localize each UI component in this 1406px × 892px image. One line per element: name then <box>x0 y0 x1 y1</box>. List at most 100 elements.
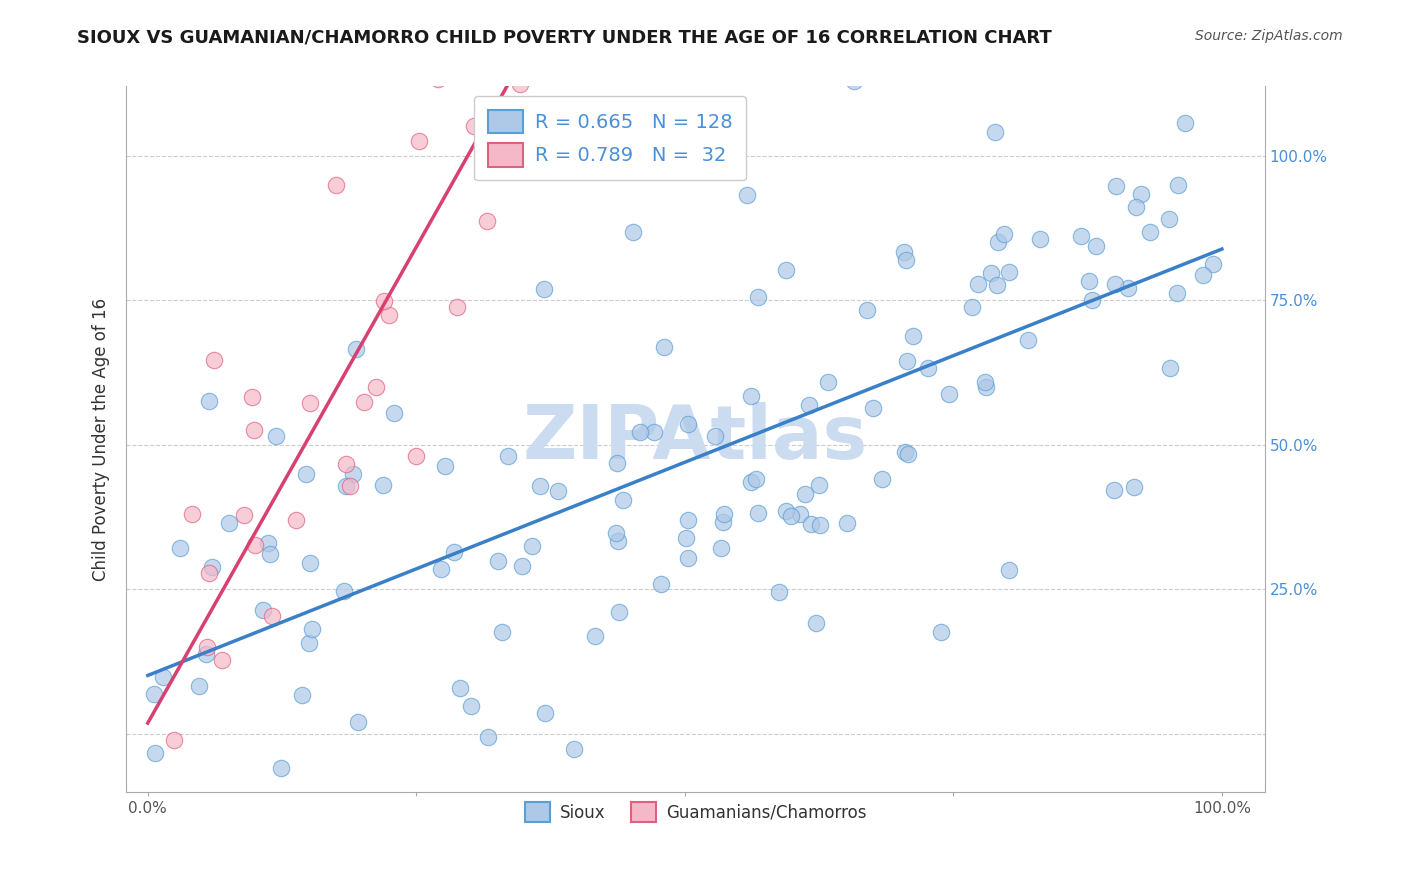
Point <box>842 74 865 88</box>
Point <box>862 401 884 415</box>
Point <box>163 732 186 747</box>
Point <box>652 340 675 354</box>
Point <box>427 72 450 87</box>
Point <box>198 393 221 408</box>
Point <box>1157 212 1180 227</box>
Point <box>508 7 530 21</box>
Point <box>463 119 485 133</box>
Point <box>344 343 367 357</box>
Point <box>339 479 361 493</box>
Point <box>643 425 665 440</box>
Point <box>676 417 699 432</box>
Point <box>408 134 430 148</box>
Point <box>245 538 267 552</box>
Point <box>491 624 513 639</box>
Point <box>233 508 256 522</box>
Point <box>1123 480 1146 494</box>
Point <box>893 244 915 259</box>
Point <box>797 398 820 412</box>
Point <box>893 445 915 459</box>
Point <box>740 389 762 403</box>
Point <box>211 653 233 667</box>
Y-axis label: Child Poverty Under the Age of 16: Child Poverty Under the Age of 16 <box>93 297 110 581</box>
Point <box>650 576 672 591</box>
Point <box>486 554 509 568</box>
Point <box>870 472 893 486</box>
Point <box>371 477 394 491</box>
Point <box>243 424 266 438</box>
Point <box>335 457 357 471</box>
Point <box>218 516 240 531</box>
Point <box>534 706 557 721</box>
Point <box>607 533 630 548</box>
Point <box>183 875 205 889</box>
Point <box>295 467 318 481</box>
Point <box>1104 483 1126 498</box>
Point <box>405 449 427 463</box>
Point <box>1114 29 1136 44</box>
Point <box>382 406 405 420</box>
Point <box>475 214 498 228</box>
Point <box>980 266 1002 280</box>
Point <box>1166 285 1188 300</box>
Point <box>987 235 1010 249</box>
Point <box>1081 293 1104 308</box>
Point <box>775 503 797 517</box>
Point <box>325 178 347 193</box>
Point <box>195 640 218 654</box>
Point <box>509 77 531 91</box>
Point <box>333 583 356 598</box>
Point <box>808 477 831 491</box>
Point <box>202 352 225 367</box>
Point <box>510 559 533 574</box>
Point <box>747 290 769 304</box>
Point <box>408 793 430 807</box>
Point <box>335 479 357 493</box>
Point <box>897 447 920 461</box>
Point <box>270 761 292 775</box>
Point <box>187 679 209 693</box>
Text: Source: ZipAtlas.com: Source: ZipAtlas.com <box>1195 29 1343 43</box>
Point <box>399 0 422 12</box>
Point <box>1017 333 1039 347</box>
Text: SIOUX VS GUAMANIAN/CHAMORRO CHILD POVERTY UNDER THE AGE OF 16 CORRELATION CHART: SIOUX VS GUAMANIAN/CHAMORRO CHILD POVERT… <box>77 29 1052 46</box>
Point <box>1105 178 1128 193</box>
Point <box>621 225 644 239</box>
Point <box>1139 225 1161 239</box>
Point <box>1077 275 1099 289</box>
Point <box>299 396 322 410</box>
Legend: Sioux, Guamanians/Chamorros: Sioux, Guamanians/Chamorros <box>519 796 873 830</box>
Point <box>1029 232 1052 246</box>
Point <box>1202 257 1225 271</box>
Point <box>984 125 1007 139</box>
Point <box>194 647 217 661</box>
Point <box>986 277 1008 292</box>
Point <box>998 563 1021 577</box>
Point <box>301 622 323 636</box>
Point <box>628 425 651 439</box>
Point <box>496 450 519 464</box>
Point <box>993 227 1015 241</box>
Point <box>747 506 769 520</box>
Point <box>264 428 287 442</box>
Point <box>711 515 734 529</box>
Point <box>299 556 322 570</box>
Point <box>675 531 697 545</box>
Point <box>804 615 827 630</box>
Point <box>533 282 555 296</box>
Point <box>1084 238 1107 252</box>
Point <box>1191 268 1213 282</box>
Point <box>894 252 917 267</box>
Point <box>606 456 628 470</box>
Point <box>446 300 468 314</box>
Point <box>1130 187 1153 202</box>
Point <box>529 479 551 493</box>
Point <box>998 265 1021 279</box>
Point <box>780 509 803 524</box>
Point <box>710 541 733 555</box>
Point <box>903 329 925 343</box>
Point <box>917 361 939 376</box>
Text: ZIPAtlas: ZIPAtlas <box>523 402 868 475</box>
Point <box>353 395 375 409</box>
Point <box>477 730 499 744</box>
